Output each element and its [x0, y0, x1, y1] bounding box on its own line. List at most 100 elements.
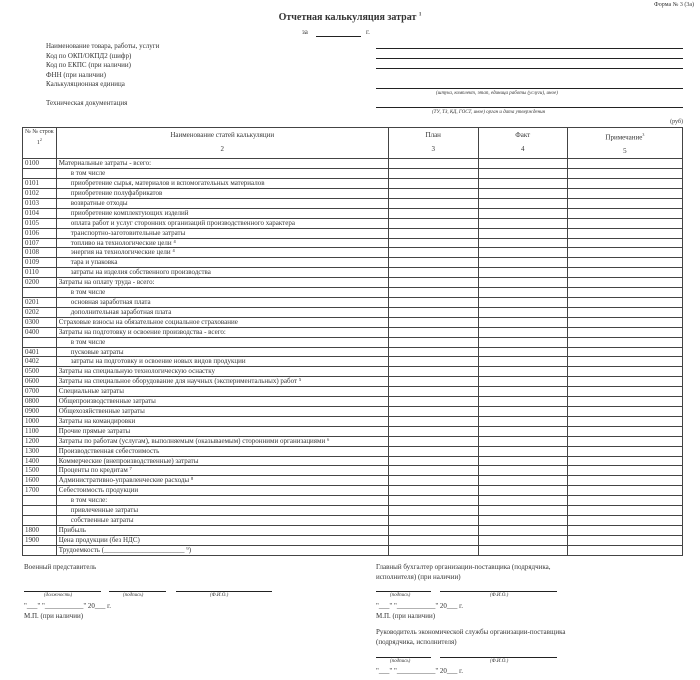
note-cell[interactable]	[566, 168, 684, 180]
ekps-code-field[interactable]	[376, 68, 683, 69]
plan-cell[interactable]	[387, 366, 479, 378]
note-cell[interactable]	[566, 455, 684, 467]
fact-cell[interactable]	[477, 237, 568, 249]
plan-cell[interactable]	[387, 217, 479, 229]
plan-cell[interactable]	[387, 297, 479, 308]
plan-cell[interactable]	[387, 544, 479, 556]
plan-cell[interactable]	[387, 405, 479, 417]
plan-cell[interactable]	[387, 485, 479, 497]
okp-code-field[interactable]	[376, 58, 683, 59]
note-cell[interactable]	[566, 544, 684, 556]
plan-cell[interactable]	[387, 524, 479, 536]
plan-cell[interactable]	[387, 277, 479, 289]
note-cell[interactable]	[566, 326, 684, 338]
note-cell[interactable]	[566, 465, 684, 477]
note-cell[interactable]	[566, 366, 684, 378]
note-cell[interactable]	[566, 386, 684, 398]
fact-cell[interactable]	[477, 227, 568, 239]
fact-cell[interactable]	[477, 257, 568, 269]
plan-cell[interactable]	[387, 326, 479, 338]
plan-cell[interactable]	[387, 158, 479, 170]
plan-cell[interactable]	[387, 495, 479, 507]
note-cell[interactable]	[566, 475, 684, 487]
note-cell[interactable]	[566, 396, 684, 407]
fact-cell[interactable]	[477, 376, 568, 388]
plan-cell[interactable]	[387, 188, 479, 199]
note-cell[interactable]	[566, 534, 684, 546]
fact-cell[interactable]	[477, 217, 568, 229]
note-cell[interactable]	[566, 188, 684, 199]
plan-cell[interactable]	[387, 475, 479, 487]
note-cell[interactable]	[566, 316, 684, 328]
note-cell[interactable]	[566, 297, 684, 308]
fact-cell[interactable]	[477, 316, 568, 328]
fact-cell[interactable]	[477, 445, 568, 457]
plan-cell[interactable]	[387, 445, 479, 457]
note-cell[interactable]	[566, 485, 684, 497]
plan-cell[interactable]	[387, 455, 479, 467]
military-position-field[interactable]	[24, 591, 101, 592]
plan-cell[interactable]	[387, 257, 479, 269]
fact-cell[interactable]	[477, 188, 568, 199]
fact-cell[interactable]	[477, 505, 568, 516]
plan-cell[interactable]	[387, 386, 479, 398]
plan-cell[interactable]	[387, 237, 479, 249]
plan-cell[interactable]	[387, 356, 479, 368]
plan-cell[interactable]	[387, 425, 479, 437]
note-cell[interactable]	[566, 435, 684, 447]
fact-cell[interactable]	[477, 544, 568, 556]
fact-cell[interactable]	[477, 514, 568, 526]
plan-cell[interactable]	[387, 267, 479, 279]
plan-cell[interactable]	[387, 376, 479, 388]
fact-cell[interactable]	[477, 475, 568, 487]
fact-cell[interactable]	[477, 485, 568, 497]
note-cell[interactable]	[566, 346, 684, 358]
plan-cell[interactable]	[387, 207, 479, 219]
calc-unit-field[interactable]	[376, 88, 683, 89]
fact-cell[interactable]	[477, 277, 568, 289]
note-cell[interactable]	[566, 505, 684, 516]
plan-cell[interactable]	[387, 514, 479, 526]
fact-cell[interactable]	[477, 495, 568, 507]
econ-fio-field[interactable]	[440, 657, 557, 658]
accountant-signature-field[interactable]	[376, 591, 431, 592]
period-field[interactable]	[316, 36, 361, 37]
plan-cell[interactable]	[387, 396, 479, 407]
note-cell[interactable]	[566, 425, 684, 437]
plan-cell[interactable]	[387, 534, 479, 546]
fact-cell[interactable]	[477, 415, 568, 427]
plan-cell[interactable]	[387, 178, 479, 190]
fact-cell[interactable]	[477, 247, 568, 259]
note-cell[interactable]	[566, 376, 684, 388]
fact-cell[interactable]	[477, 356, 568, 368]
note-cell[interactable]	[566, 306, 684, 318]
plan-cell[interactable]	[387, 505, 479, 516]
note-cell[interactable]	[566, 524, 684, 536]
plan-cell[interactable]	[387, 247, 479, 259]
econ-date-field[interactable]: "___" "___________" 20___ г.	[376, 667, 464, 675]
fact-cell[interactable]	[477, 386, 568, 398]
fact-cell[interactable]	[477, 178, 568, 190]
note-cell[interactable]	[566, 178, 684, 190]
fact-cell[interactable]	[477, 158, 568, 170]
note-cell[interactable]	[566, 495, 684, 507]
fact-cell[interactable]	[477, 168, 568, 180]
note-cell[interactable]	[566, 514, 684, 526]
fact-cell[interactable]	[477, 465, 568, 477]
note-cell[interactable]	[566, 415, 684, 427]
note-cell[interactable]	[566, 356, 684, 368]
note-cell[interactable]	[566, 237, 684, 249]
fact-cell[interactable]	[477, 524, 568, 536]
note-cell[interactable]	[566, 197, 684, 209]
fact-cell[interactable]	[477, 267, 568, 279]
plan-cell[interactable]	[387, 168, 479, 180]
fact-cell[interactable]	[477, 336, 568, 348]
note-cell[interactable]	[566, 287, 684, 299]
plan-cell[interactable]	[387, 287, 479, 299]
note-cell[interactable]	[566, 277, 684, 289]
note-cell[interactable]	[566, 247, 684, 259]
tech-doc-field[interactable]	[376, 107, 683, 108]
plan-cell[interactable]	[387, 227, 479, 239]
fact-cell[interactable]	[477, 366, 568, 378]
military-date-field[interactable]: "___" "___________" 20___ г.	[24, 602, 112, 610]
